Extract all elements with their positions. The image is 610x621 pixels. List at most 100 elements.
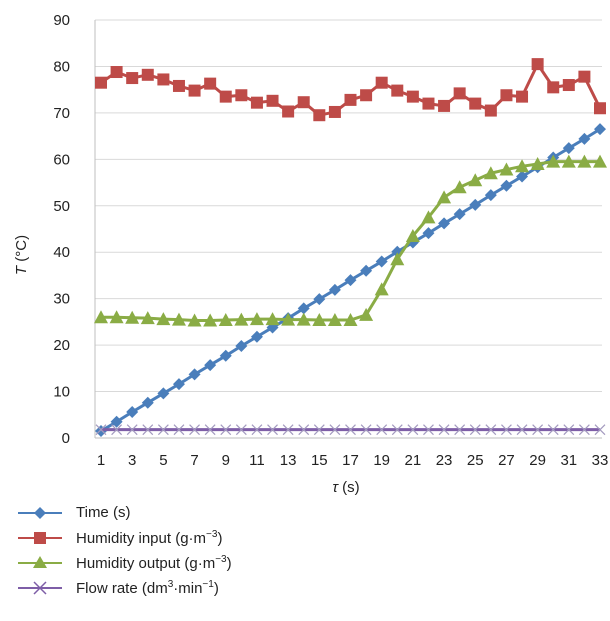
y-tick-label: 40	[53, 244, 70, 261]
data-point	[204, 359, 217, 372]
data-point	[578, 424, 590, 436]
data-point	[344, 274, 357, 287]
data-point	[593, 154, 607, 168]
x-tick-label: 27	[498, 452, 515, 469]
legend-marker-diamond-icon	[18, 506, 62, 519]
series-1	[95, 58, 606, 122]
data-point	[438, 424, 450, 436]
data-point	[282, 105, 295, 118]
data-point	[515, 159, 530, 173]
data-point	[438, 217, 451, 230]
data-point	[187, 313, 202, 327]
data-point	[235, 340, 248, 353]
data-point	[95, 76, 107, 89]
data-point	[421, 210, 436, 224]
data-point	[375, 255, 388, 268]
data-point	[453, 208, 466, 221]
data-point	[391, 424, 403, 436]
legend-label-time: Time (s)	[76, 504, 131, 521]
data-point	[406, 90, 419, 103]
data-point	[266, 94, 279, 107]
data-point	[313, 293, 326, 306]
data-point	[391, 84, 404, 97]
data-point	[500, 179, 513, 192]
data-point	[578, 132, 591, 145]
data-point	[563, 424, 575, 436]
data-point	[594, 424, 606, 436]
data-point	[94, 310, 108, 324]
x-tick-label: 23	[436, 452, 453, 469]
data-point	[360, 89, 373, 102]
data-point	[125, 310, 140, 324]
data-point	[547, 81, 560, 94]
x-tick-label: 19	[373, 452, 390, 469]
data-point	[235, 424, 247, 436]
data-point	[156, 312, 171, 326]
data-point	[343, 313, 358, 327]
data-point	[157, 387, 170, 400]
data-point	[126, 424, 138, 436]
data-point	[469, 424, 481, 436]
x-tick-label: 33	[592, 452, 609, 469]
data-point	[438, 99, 451, 112]
x-tick-label: 1	[97, 452, 105, 469]
data-point	[437, 190, 452, 204]
data-point	[111, 424, 123, 436]
data-point	[328, 283, 341, 296]
data-point	[360, 424, 372, 436]
data-point	[171, 312, 186, 326]
data-point	[265, 312, 280, 326]
x-tick-label: 17	[342, 452, 359, 469]
y-tick-label: 60	[53, 151, 70, 168]
data-point	[296, 312, 311, 326]
data-point	[298, 424, 310, 436]
data-point	[327, 313, 342, 327]
data-point	[189, 424, 200, 436]
data-point	[469, 97, 482, 110]
data-point	[312, 313, 327, 327]
data-point	[329, 424, 341, 436]
data-point	[220, 424, 232, 436]
data-point	[594, 123, 606, 136]
data-point	[203, 313, 218, 327]
data-point	[219, 349, 232, 362]
x-tick-label: 29	[529, 452, 546, 469]
legend: Time (s) Humidity input (g·m−3) Humidity…	[18, 500, 232, 600]
data-point	[484, 104, 497, 117]
data-point	[297, 302, 310, 315]
data-point	[577, 154, 592, 168]
legend-label-humidity-output: Humidity output (g·m−3)	[76, 553, 232, 572]
data-point	[345, 424, 356, 436]
data-point	[267, 424, 278, 436]
data-point	[374, 282, 389, 296]
data-point	[516, 170, 529, 183]
data-point	[282, 424, 294, 436]
legend-marker-square-icon	[18, 531, 62, 544]
y-tick-label: 0	[62, 430, 70, 447]
data-point	[251, 424, 263, 436]
data-point	[249, 312, 264, 326]
y-tick-label: 10	[53, 384, 70, 401]
grid-lines	[95, 19, 602, 439]
x-tick-label: 21	[405, 452, 422, 469]
data-point	[313, 424, 325, 436]
data-point	[423, 424, 434, 436]
data-point	[530, 156, 545, 170]
data-point	[561, 154, 576, 168]
legend-item-humidity-input: Humidity input (g·m−3)	[18, 525, 232, 550]
data-point	[407, 424, 419, 436]
data-point	[453, 87, 466, 100]
data-point	[313, 109, 326, 122]
y-tick-label: 20	[53, 337, 70, 354]
x-axis-label: τ (s)	[332, 479, 359, 496]
data-point	[500, 89, 513, 102]
data-point	[547, 424, 559, 436]
data-point	[390, 252, 405, 266]
data-point	[562, 79, 575, 92]
data-point	[218, 313, 233, 327]
data-point	[328, 105, 341, 118]
data-point	[297, 96, 310, 109]
y-axis-label: T (°C)	[13, 235, 30, 275]
data-point	[250, 96, 263, 109]
